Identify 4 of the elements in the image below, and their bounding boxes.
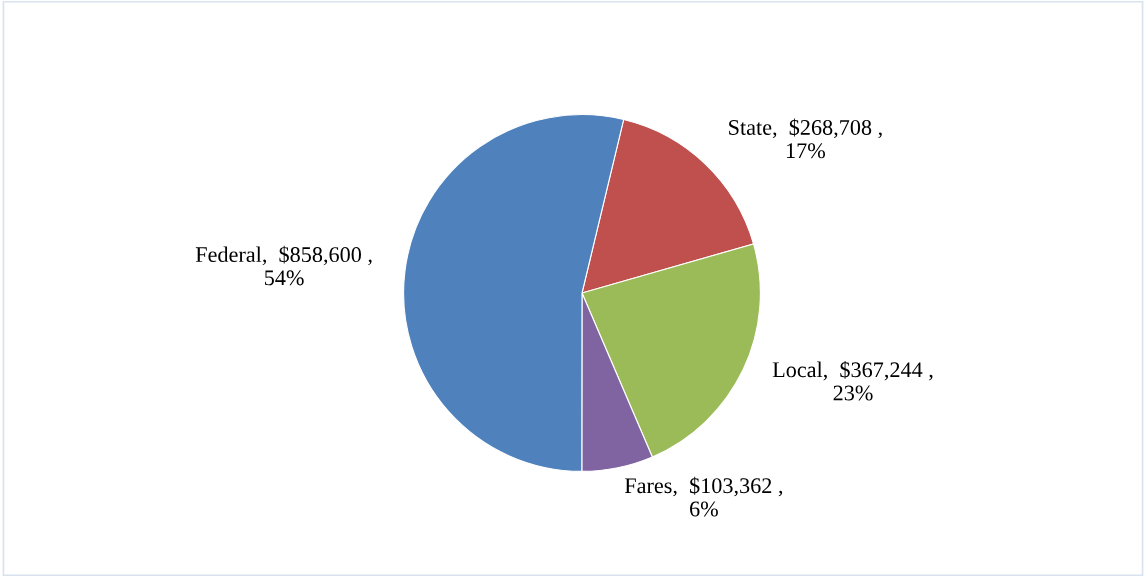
slice-label: State, $268,708 , 17% (729, 118, 882, 159)
slice-label: Fares, $103,362 , 6% (624, 476, 783, 517)
slice-label: Federal, $858,600 , 54% (195, 245, 372, 286)
slice-label: Local, $367,244 , 23% (772, 360, 933, 401)
